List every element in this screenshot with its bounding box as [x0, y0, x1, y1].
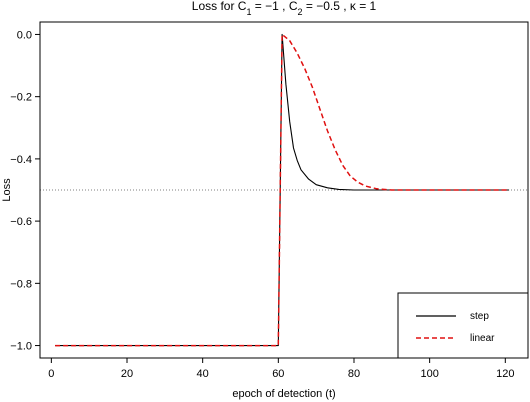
y-tick-label: −0.6	[10, 216, 32, 228]
y-axis: −1.0 −0.8 −0.6 −0.4 −0.2 0.0	[10, 29, 40, 353]
y-tick-label: −0.8	[10, 278, 32, 290]
series-line-step	[55, 33, 510, 347]
x-tick-label: 0	[48, 368, 54, 380]
legend-label-step: step	[470, 311, 489, 322]
y-tick-label: −0.4	[10, 154, 32, 166]
x-tick-label: 40	[197, 368, 209, 380]
plot-frame	[39, 21, 529, 359]
x-axis-title: epoch of detection (t)	[232, 388, 335, 400]
series-line-linear	[55, 33, 510, 347]
legend-box	[397, 292, 529, 359]
x-axis: 0 20 40 60 80 100 120	[48, 358, 514, 380]
legend: step linear	[397, 292, 529, 359]
y-tick-label: −1.0	[10, 341, 32, 353]
x-tick-label: 120	[496, 368, 514, 380]
y-axis-title: Loss	[1, 178, 13, 202]
series-layer	[55, 33, 510, 347]
y-tick-label: −0.2	[10, 92, 32, 104]
x-tick-label: 20	[121, 368, 133, 380]
chart-title: Loss for C1 = −1 , C2 = −0.5 , κ = 1	[192, 0, 377, 17]
x-tick-label: 100	[420, 368, 438, 380]
x-tick-label: 60	[272, 368, 284, 380]
y-tick-label: 0.0	[17, 29, 32, 41]
x-tick-label: 80	[348, 368, 360, 380]
legend-label-linear: linear	[470, 333, 495, 344]
